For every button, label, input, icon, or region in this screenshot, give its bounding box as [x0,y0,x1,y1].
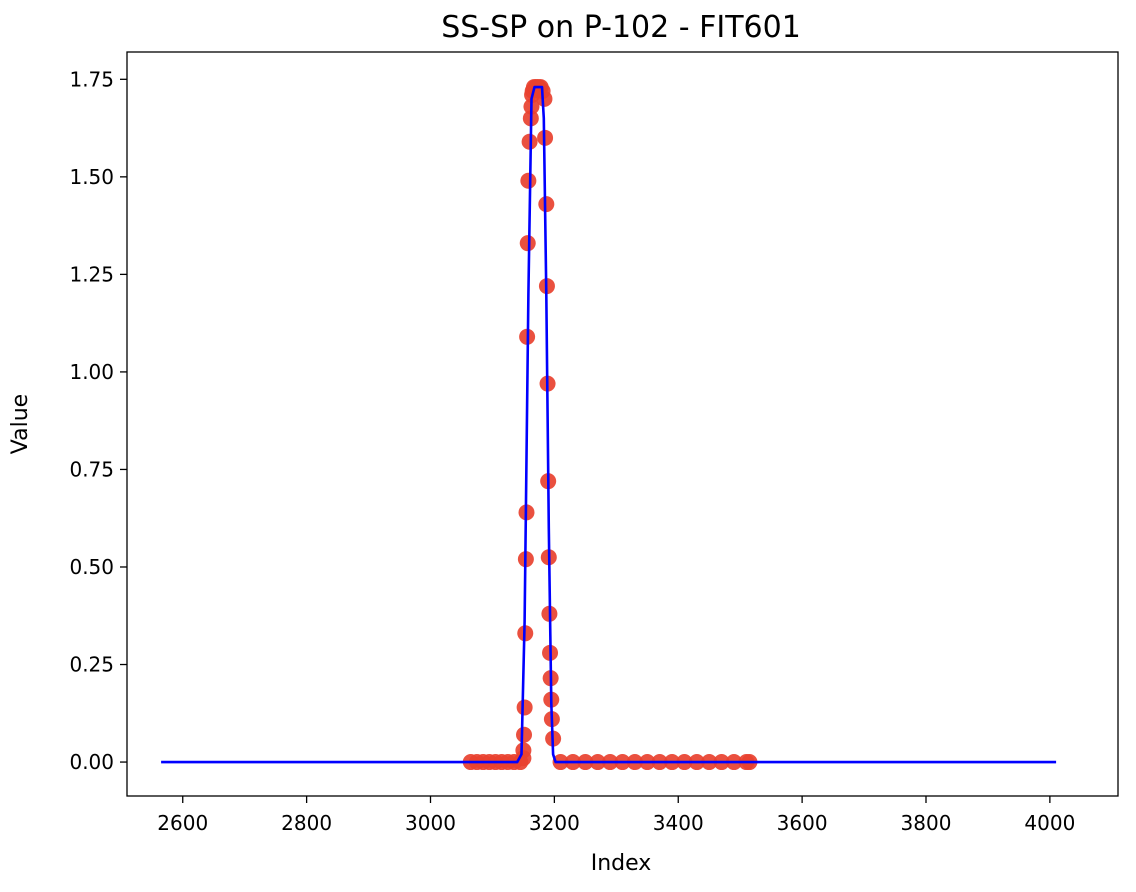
scatter-point [520,172,537,189]
x-axis: 2600 2800 3000 3200 3400 3600 3800 4000 [157,796,1075,835]
x-axis-label: Index [591,851,652,876]
y-tick-label: 1.50 [69,165,114,189]
x-tick-label: 3200 [529,811,580,835]
scatter-point [515,742,532,759]
x-tick-label: 3600 [777,811,828,835]
x-tick-label: 2800 [281,811,332,835]
chart-title: SS-SP on P-102 - FIT601 [441,10,801,45]
scatter-point [536,90,553,107]
x-tick-label: 3000 [405,811,456,835]
y-tick-label: 1.00 [69,360,114,384]
plot-area [161,79,1057,771]
scatter-point [519,235,536,252]
x-tick-label: 2600 [157,811,208,835]
fit-line [161,85,1057,764]
scatter-point [516,699,533,716]
y-tick-label: 0.50 [69,555,114,579]
y-axis: 0.00 0.25 0.50 0.75 1.00 1.25 1.50 1.75 [69,67,127,774]
y-axis-label: Value [8,394,33,454]
y-tick-label: 0.25 [69,653,114,677]
y-tick-label: 1.25 [69,262,114,286]
y-tick-label: 0.00 [69,750,114,774]
plot-frame [126,51,1119,797]
x-tick-label: 4000 [1024,811,1075,835]
y-tick-label: 0.75 [69,457,114,481]
x-tick-label: 3800 [901,811,952,835]
x-tick-label: 3400 [653,811,704,835]
y-tick-label: 1.75 [69,67,114,91]
scatter-point [516,726,533,743]
